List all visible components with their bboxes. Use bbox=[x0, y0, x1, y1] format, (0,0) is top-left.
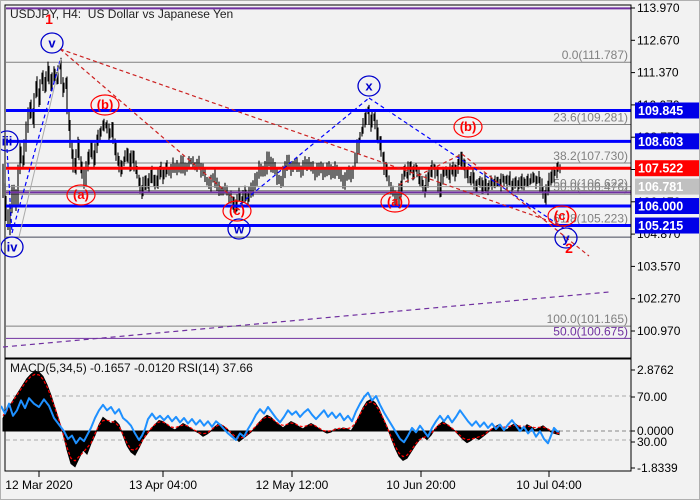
price-tick-label: 111.370 bbox=[637, 66, 679, 80]
trend-line bbox=[461, 153, 590, 257]
time-tick-label: 13 Apr 04:00 bbox=[129, 478, 197, 492]
wave-circle bbox=[227, 218, 251, 240]
wave-ellipse bbox=[453, 116, 483, 138]
wave-ellipse bbox=[547, 205, 577, 227]
price-axis: 113.970112.670111.370110.070108.770107.4… bbox=[630, 1, 699, 475]
price-badge bbox=[635, 102, 699, 119]
indicator-tick-label: 70.00 bbox=[637, 390, 667, 404]
trend-line bbox=[18, 58, 62, 238]
wave-label-blue: y bbox=[562, 231, 570, 246]
price-badge bbox=[635, 133, 699, 150]
wave-circle bbox=[554, 227, 578, 249]
indicator-header: MACD(5,34,5) -0.1657 -0.0120 RSI(14) 37.… bbox=[10, 361, 253, 375]
wave-label-red: (c) bbox=[554, 208, 570, 223]
wave-label-red: (a) bbox=[73, 187, 89, 202]
wave-label-red: 2 bbox=[565, 240, 573, 256]
trend-line bbox=[398, 153, 463, 186]
wave-ellipse bbox=[222, 200, 252, 222]
indicator-pane[interactable] bbox=[4, 358, 632, 472]
indicator-tick-label: 30.00 bbox=[637, 435, 667, 449]
price-badge-label: 106.781 bbox=[638, 180, 683, 194]
indicator-pane-content bbox=[1, 370, 631, 468]
price-tick-label: 102.270 bbox=[637, 292, 681, 306]
fib-level-label: 23.6(109.281) bbox=[553, 111, 628, 125]
price-tick-label: 100.970 bbox=[637, 324, 681, 338]
time-tick-label: 10 Jun 20:00 bbox=[386, 478, 456, 492]
price-tick-label: 112.670 bbox=[637, 33, 680, 47]
wave-circle bbox=[40, 32, 64, 54]
wave-label-blue: w bbox=[233, 222, 245, 237]
indicator-tick-label: -1.8339 bbox=[637, 461, 678, 475]
wave-circle bbox=[1, 130, 19, 152]
rsi-line bbox=[1, 391, 560, 445]
trend-line bbox=[11, 60, 61, 234]
macd-signal-line bbox=[2, 373, 560, 462]
main-pane-content: 0.0(111.787) 23.6(109.281) 38.2(107.730) 50… bbox=[1, 7, 631, 348]
time-tick-label: 12 Mar 2020 bbox=[5, 478, 73, 492]
price-badge bbox=[635, 178, 699, 195]
wave-label-blue: iii bbox=[2, 134, 13, 149]
price-tick-label: 113.970 bbox=[637, 1, 680, 15]
wave-label-red: (b) bbox=[97, 97, 114, 112]
price-badge-label: 108.603 bbox=[638, 135, 683, 149]
wave-label-blue: iv bbox=[7, 240, 19, 255]
fib-level-label: 61.8(105.223) bbox=[553, 211, 628, 225]
wave-circle bbox=[1, 236, 24, 258]
wave-circle bbox=[357, 75, 381, 97]
wave-ellipse bbox=[380, 191, 410, 213]
wave-label-red: 1 bbox=[45, 11, 53, 27]
trend-line bbox=[6, 148, 13, 234]
wave-label-red: (b) bbox=[460, 119, 477, 134]
price-badge bbox=[635, 217, 699, 234]
fib-level-label: 50.0(100.675) bbox=[553, 324, 628, 338]
fib-level-label: 100.0(101.165) bbox=[547, 312, 628, 326]
price-badge-label: 106.000 bbox=[638, 200, 683, 214]
wave-label-red: (c) bbox=[229, 203, 245, 218]
trend-line bbox=[2, 291, 610, 348]
fib-level-label: 50.0(106.476) bbox=[553, 180, 628, 194]
trend-line bbox=[368, 97, 566, 230]
indicator-tick-label: 2.8762 bbox=[637, 363, 674, 377]
wave-ellipse bbox=[90, 94, 120, 116]
wave-label-red: (a) bbox=[387, 194, 403, 209]
wave-ellipse bbox=[66, 184, 96, 206]
price-badge-label: 105.215 bbox=[638, 219, 683, 233]
fib-level-label: 0.0(111.787) bbox=[562, 48, 628, 62]
indicator-tick-label: 0.0000 bbox=[637, 424, 674, 438]
wave-label-blue: x bbox=[365, 79, 373, 94]
price-badge bbox=[635, 198, 699, 215]
time-tick-label: 12 May 12:00 bbox=[256, 478, 329, 492]
price-badge bbox=[635, 160, 699, 177]
chart-title: USDJPY, H4: US Dollar vs Japanese Yen bbox=[10, 7, 233, 21]
wave-label-blue: v bbox=[48, 36, 56, 51]
price-badge-label: 107.522 bbox=[638, 162, 683, 176]
price-badge-label: 109.845 bbox=[638, 104, 683, 118]
fib-level-label: 38.2(107.730) bbox=[553, 149, 628, 163]
price-tick-label: 103.570 bbox=[637, 259, 681, 273]
time-tick-label: 10 Jul 04:00 bbox=[516, 478, 582, 492]
time-axis: 12 Mar 2020 13 Apr 04:00 12 May 12:00 10 Ju… bbox=[5, 470, 631, 492]
